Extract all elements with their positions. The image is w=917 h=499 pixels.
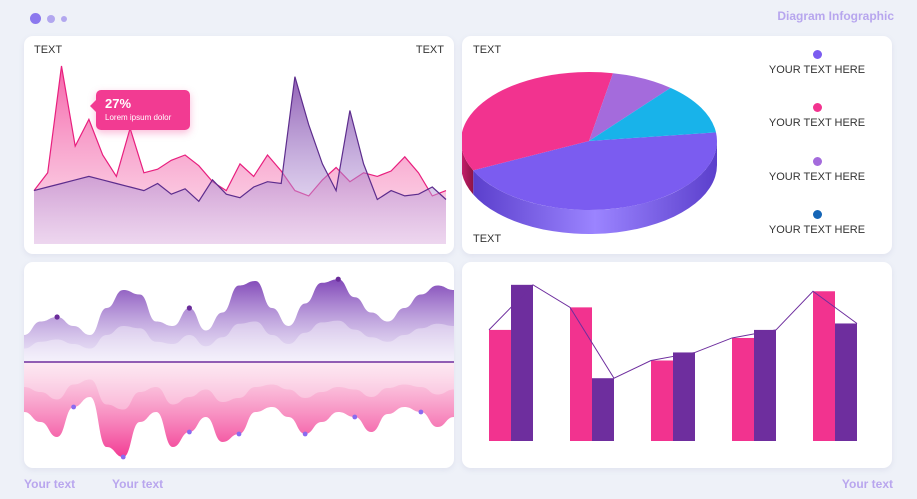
wave-top-fill xyxy=(24,279,454,362)
bar xyxy=(651,360,673,441)
pie-slice xyxy=(589,73,671,141)
legend-item: YOUR TEXT HERE xyxy=(762,103,872,129)
dot-small xyxy=(61,15,67,22)
bar xyxy=(570,307,592,441)
legend-label: YOUR TEXT HERE xyxy=(768,64,866,76)
wave-chart-panel xyxy=(24,262,454,468)
wave-top-point xyxy=(54,314,60,320)
wave-bottom-fill xyxy=(24,362,454,457)
wave-bottom-point xyxy=(120,454,126,460)
bar xyxy=(732,337,754,441)
legend-label: YOUR TEXT HERE xyxy=(768,224,866,236)
pie-slice xyxy=(462,72,613,171)
bar-chart-panel xyxy=(462,262,892,468)
footer-text-middle: Your text xyxy=(112,477,164,491)
tooltip-value: 27% xyxy=(105,96,132,111)
legend-item: YOUR TEXT HERE xyxy=(762,210,872,236)
legend-dot xyxy=(812,210,822,219)
legend-label: YOUR TEXT HERE xyxy=(768,171,866,183)
legend-item: YOUR TEXT HERE xyxy=(762,157,872,183)
wave-top-inner xyxy=(24,320,454,362)
wave-bottom-point xyxy=(352,414,358,420)
brand-title: Diagram Infographic xyxy=(777,9,894,23)
pie-chart-panel: TEXT TEXT YOUR TEXT HERE YOUR TEXT HERE … xyxy=(462,36,892,254)
area-series-line xyxy=(33,76,447,203)
wave-bottom-point xyxy=(236,431,242,437)
wave-bottom-point xyxy=(71,404,77,410)
pie-slice xyxy=(589,87,716,141)
legend-item: YOUR TEXT HERE xyxy=(762,50,872,76)
area-label-left: TEXT xyxy=(34,44,63,56)
pie-slice-side xyxy=(462,149,474,195)
pie-chart xyxy=(462,72,717,235)
area-label-right: TEXT xyxy=(415,44,444,56)
area-chart-panel: TEXT TEXT 27% Lorem ipsum dolor xyxy=(24,36,454,254)
legend-dot xyxy=(812,157,822,166)
wave-chart xyxy=(24,276,454,460)
legend-dot xyxy=(812,50,822,59)
area-chart xyxy=(33,65,447,244)
pie-label-top: TEXT xyxy=(473,44,502,56)
area-series-fill xyxy=(34,76,446,244)
wave-bottom-inner xyxy=(24,362,454,410)
bar-connector-line xyxy=(488,284,858,379)
area-series-line xyxy=(33,65,447,197)
bar xyxy=(754,329,776,441)
window-dots xyxy=(30,13,67,24)
wave-bottom-point xyxy=(186,429,192,435)
legend-dot xyxy=(812,103,822,112)
dot-medium xyxy=(47,14,55,23)
tooltip-text: Lorem ipsum dolor xyxy=(105,113,172,122)
legend-label: YOUR TEXT HERE xyxy=(768,117,866,129)
dot-large xyxy=(30,13,41,24)
pie-slice xyxy=(473,132,717,210)
tooltip: 27% Lorem ipsum dolor xyxy=(90,90,190,130)
bar xyxy=(511,284,533,441)
footer-text-right: Your text xyxy=(841,477,893,491)
pie-label-bottom: TEXT xyxy=(473,233,502,245)
bar-chart xyxy=(488,284,858,441)
bar xyxy=(592,378,614,441)
bar xyxy=(673,352,695,441)
wave-bottom-point xyxy=(418,409,424,415)
bar xyxy=(489,329,511,441)
wave-top-point xyxy=(335,276,341,282)
wave-top-point xyxy=(186,305,192,311)
bar xyxy=(813,291,835,441)
bar xyxy=(835,323,857,441)
footer-text-left: Your text xyxy=(24,477,76,491)
pie-slice-side xyxy=(473,141,717,235)
wave-bottom-point xyxy=(302,431,308,437)
